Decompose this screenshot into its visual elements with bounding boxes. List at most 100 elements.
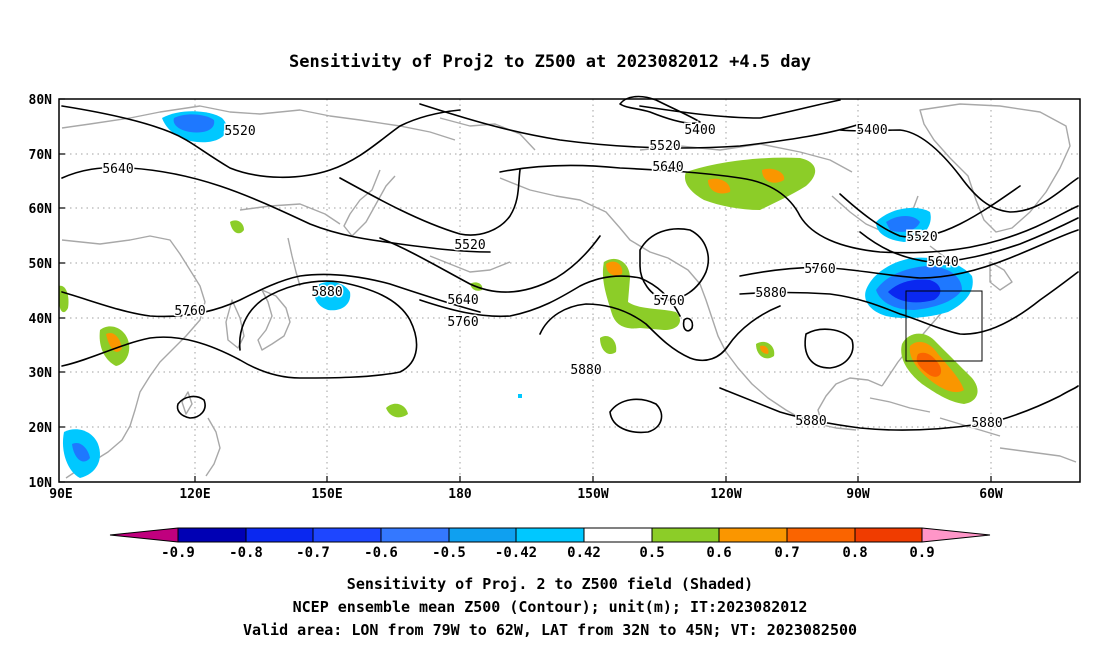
- colorbar-segment: [584, 528, 652, 542]
- lat-tick-label: 30N: [29, 366, 53, 381]
- lat-axis: 80N 70N 60N 50N 40N 30N 20N 10N: [29, 93, 53, 491]
- shade-pos-gulf-alaska-core: [606, 261, 623, 276]
- contour-5640-north: [499, 164, 1079, 254]
- contour-label: 5760: [653, 294, 684, 309]
- south-america-coast: [999, 447, 1077, 463]
- contour-5760-west: [61, 273, 481, 318]
- shade-neg-kuril: [314, 281, 351, 311]
- lon-tick-label: 90E: [49, 487, 72, 502]
- na-west-coast: [667, 257, 857, 431]
- colorbar-segment: [855, 528, 922, 542]
- colorbar-segment: [787, 528, 855, 542]
- lon-tick-label: 60W: [979, 487, 1003, 502]
- colorbar-segment: [313, 528, 381, 542]
- shade-neg-scs-core: [72, 442, 90, 462]
- colorbar-segment: [381, 528, 449, 542]
- contour-5880-west: [61, 280, 418, 379]
- cuba-coast: [869, 397, 931, 413]
- colorbar-label: -0.8: [229, 545, 263, 561]
- alaska-coast: [499, 177, 669, 259]
- kamchatka-coast: [343, 169, 396, 237]
- east-asia-coast: [61, 235, 206, 479]
- contour-label: 5880: [570, 363, 601, 378]
- contour-label: 5520: [649, 139, 680, 154]
- caption-line-2: NCEP ensemble mean Z500 (Contour); unit(…: [293, 598, 808, 616]
- contour-label: 5760: [804, 262, 835, 277]
- lat-tick-label: 60N: [29, 202, 53, 217]
- contour-label: 5400: [856, 123, 887, 138]
- coastlines: [61, 103, 1077, 479]
- contour-label: 5640: [652, 160, 683, 175]
- colorbar-label: 0.5: [639, 545, 664, 561]
- lat-tick-label: 40N: [29, 312, 53, 327]
- contour-label: 5760: [174, 304, 205, 319]
- lon-tick-label: 150E: [311, 487, 342, 502]
- contour-5520-aleutian: [339, 169, 521, 236]
- contour-label: 5640: [102, 162, 133, 177]
- shade-pos-pacific-1: [386, 403, 408, 418]
- korea-coast: [225, 299, 245, 349]
- colorbar-segment: [178, 528, 246, 542]
- colorbar-label: -0.5: [432, 545, 466, 561]
- colorbar-label: 0.6: [706, 545, 731, 561]
- sakhalin-coast: [287, 237, 301, 287]
- shade-pos-pacific-3: [600, 335, 617, 355]
- contour-label: 5880: [795, 414, 826, 429]
- caption-line-1: Sensitivity of Proj. 2 to Z500 field (Sh…: [347, 575, 753, 593]
- lat-tick-label: 70N: [29, 148, 53, 163]
- contour-5760-loop: [639, 228, 710, 301]
- japan-coast: [257, 289, 291, 351]
- colorbar-arrow-right: [922, 528, 990, 542]
- contour-5880-lower-east: [999, 385, 1079, 421]
- valid-area-box: [905, 290, 983, 362]
- greenland-coast: [919, 103, 1071, 233]
- colorbar-label: -0.6: [364, 545, 398, 561]
- contour-label: 5520: [224, 124, 255, 139]
- shade-neg-hudson-core: [886, 216, 920, 232]
- lat-tick-label: 50N: [29, 257, 53, 272]
- colorbar: -0.9 -0.8 -0.7 -0.6 -0.5 -0.42 0.42 0.5 …: [109, 527, 991, 561]
- contour-5640-east: [859, 217, 1079, 263]
- map-frame: [58, 98, 1081, 483]
- contour-label: 5520: [454, 238, 485, 253]
- contour-5760-mid: [419, 275, 681, 318]
- contour-label: 5520: [906, 230, 937, 245]
- colorbar-label: 0.7: [774, 545, 799, 561]
- colorbar-segment: [516, 528, 584, 542]
- colorbar-label: -0.42: [495, 545, 537, 561]
- colorbar-segment: [246, 528, 313, 542]
- colorbar-segment: [449, 528, 516, 542]
- shade-pos-siberia: [230, 220, 244, 234]
- contour-5880-loop-sw: [609, 398, 663, 434]
- contour-5880-east: [739, 271, 1079, 335]
- shade-pos-canada-core1: [708, 178, 731, 194]
- okhotsk-coast: [239, 203, 341, 225]
- contour-5640-west: [61, 166, 491, 253]
- contour-5400-arctic: [639, 99, 841, 119]
- philippines-coast: [205, 417, 221, 477]
- shade-pos-dot: [518, 394, 522, 398]
- contour-label: 5640: [447, 293, 478, 308]
- shade-pos-mexico-core: [760, 345, 769, 354]
- contour-5640-mid: [379, 235, 601, 293]
- contour-5400-loop: [619, 95, 701, 125]
- gulf-coast: [817, 377, 883, 425]
- contour-5520-hudson: [839, 185, 1021, 239]
- caribbean-coast: [939, 417, 1001, 437]
- chart-title: Sensitivity of Proj2 to Z500 at 20230820…: [289, 52, 811, 72]
- contour-label: 5880: [971, 416, 1002, 431]
- lon-tick-label: 150W: [577, 487, 608, 502]
- contour-5880-small-loop: [682, 317, 694, 332]
- contour-5520-arctic: [61, 105, 461, 179]
- colorbar-segment: [652, 528, 719, 542]
- shade-neg-arctic-core: [173, 114, 215, 133]
- caption-line-3: Valid area: LON from 79W to 62W, LAT fro…: [243, 621, 857, 639]
- contour-label: 5880: [755, 286, 786, 301]
- contour-label: 5640: [927, 255, 958, 270]
- contour-label: 5760: [447, 315, 478, 330]
- lat-tick-label: 10N: [29, 476, 53, 491]
- map-panel: 5520 5400 5520 5400 5640 5640 5520 5520 …: [29, 93, 1081, 502]
- lat-tick-label: 20N: [29, 421, 53, 436]
- contour-5880-south: [719, 387, 981, 431]
